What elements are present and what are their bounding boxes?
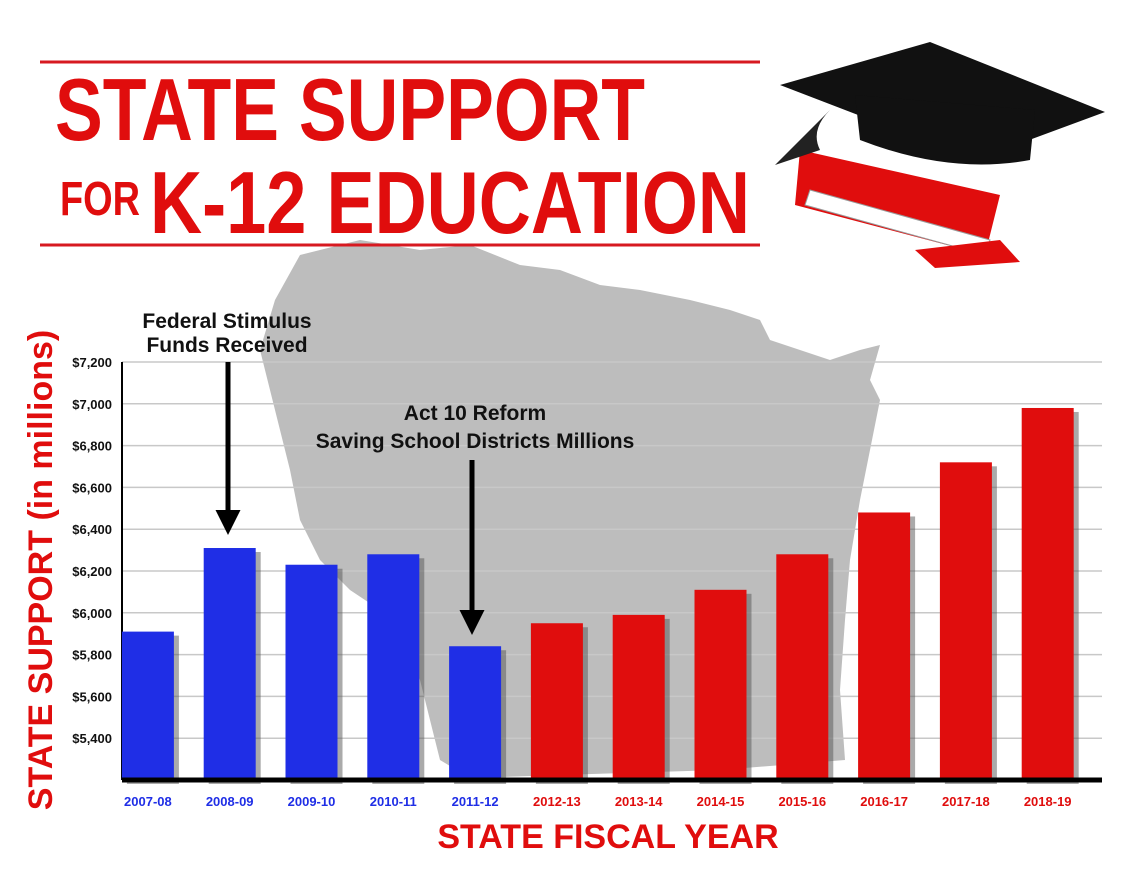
title-line: STATE SUPPORT (55, 60, 645, 159)
bar (530, 623, 583, 780)
x-tick-label: 2014-15 (697, 794, 745, 809)
y-tick-label: $6,000 (72, 606, 112, 621)
x-tick-label: 2013-14 (615, 794, 663, 809)
bar (367, 554, 420, 780)
x-axis-label: STATE FISCAL YEAR (437, 818, 778, 856)
x-tick-label: 2018-19 (1024, 794, 1072, 809)
bar (203, 548, 256, 780)
bar (694, 589, 747, 780)
bar (1021, 407, 1074, 780)
title-line: FOR (60, 173, 140, 226)
x-tick-label: 2017-18 (942, 794, 990, 809)
title-line: K-12 EDUCATION (150, 153, 750, 252)
y-tick-label: $7,200 (72, 355, 112, 370)
y-tick-label: $6,600 (72, 480, 112, 495)
cap-icon (775, 42, 1105, 268)
x-tick-label: 2016-17 (860, 794, 908, 809)
x-tick-label: 2012-13 (533, 794, 581, 809)
annotation: Saving School Districts Millions (316, 430, 635, 453)
x-tick-label: 2009-10 (288, 794, 336, 809)
y-tick-label: $5,800 (72, 648, 112, 663)
y-tick-label: $6,800 (72, 439, 112, 454)
y-axis-label: STATE SUPPORT (in millions) (22, 330, 60, 810)
bar (612, 614, 665, 780)
annotation: Federal Stimulus (142, 310, 311, 333)
x-tick-label: 2011-12 (452, 794, 499, 809)
x-tick-label: 2008-09 (206, 794, 254, 809)
bar (449, 646, 502, 780)
annotation: Funds Received (146, 334, 307, 357)
bar (939, 462, 992, 780)
y-tick-label: $5,600 (72, 689, 112, 704)
bar (285, 564, 338, 780)
bar (121, 631, 174, 780)
bar (776, 554, 829, 780)
annotation: Act 10 Reform (404, 402, 546, 425)
x-tick-label: 2010-11 (370, 794, 417, 809)
y-tick-label: $5,400 (72, 731, 112, 746)
bar (858, 512, 911, 780)
y-tick-label: $7,000 (72, 397, 112, 412)
x-tick-label: 2007-08 (124, 794, 172, 809)
y-tick-label: $6,200 (72, 564, 112, 579)
x-tick-label: 2015-16 (778, 794, 826, 809)
y-tick-label: $6,400 (72, 522, 112, 537)
